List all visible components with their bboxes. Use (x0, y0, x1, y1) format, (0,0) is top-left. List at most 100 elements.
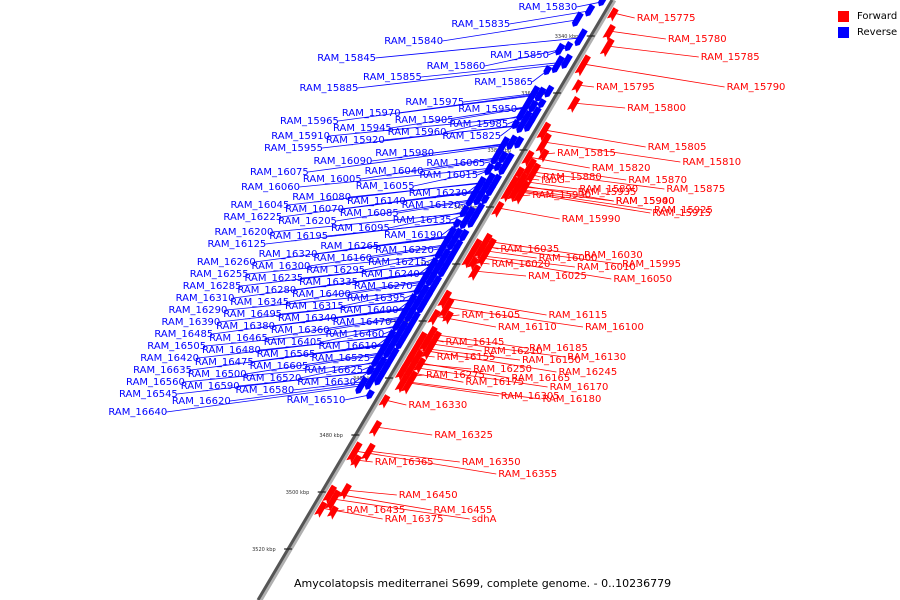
gene-label: RAM_16490 (340, 305, 399, 316)
gene-feature (387, 335, 400, 351)
gene-feature (417, 272, 430, 288)
gene-label: RAM_15820 (592, 163, 651, 174)
gene-feature (584, 3, 596, 17)
gene-label: RAM_16630 (297, 377, 356, 388)
gene-label: RAM_16375 (385, 514, 444, 525)
scale-label: 3520 kbp (252, 547, 276, 553)
gene-feature (402, 357, 420, 380)
gene-leader-line (281, 190, 477, 218)
gene-feature (378, 394, 391, 409)
gene-leader-line (176, 370, 377, 395)
gene-feature (322, 484, 338, 505)
genome-caption: Amycolatopsis mediterranei S699, complet… (294, 577, 672, 590)
gene-label: RAM_15830 (518, 2, 577, 13)
gene-feature (437, 264, 449, 278)
gene-feature (416, 300, 427, 314)
gene-leader-line (295, 271, 436, 291)
gene-leader-line (473, 261, 490, 265)
gene-feature (516, 172, 529, 187)
gene-leader-line (409, 381, 541, 400)
gene-feature (439, 236, 451, 252)
gene-leader-line (533, 171, 665, 190)
gene-label: RAM_16310 (176, 293, 235, 304)
gene-label: RAM_16495 (223, 309, 282, 320)
gene-feature (366, 389, 375, 400)
gene-leader-line (470, 255, 612, 280)
gene-feature (484, 162, 495, 176)
gene-label: RAM_16520 (243, 373, 302, 384)
gene-leader-line (371, 142, 512, 162)
gene-leader-line (445, 297, 547, 316)
gene-label: RAM_16335 (299, 277, 358, 288)
gene-feature (415, 331, 428, 346)
gene-feature (566, 96, 581, 113)
gene-feature (574, 28, 588, 47)
gene-label: RAM_16260 (197, 257, 256, 268)
gene-leader-line (354, 370, 371, 383)
gene-leader-line (399, 94, 540, 114)
gene-leader-line (350, 280, 431, 295)
gene-feature (534, 86, 547, 102)
gene-label: RAM_16640 (108, 407, 167, 418)
gene-label: RAM_16340 (278, 313, 337, 324)
gene-leader-line (368, 450, 460, 463)
gene-feature (537, 98, 547, 109)
gene-label: RAM_16500 (188, 369, 247, 380)
gene-feature (412, 349, 424, 364)
gene-leader-line (265, 220, 466, 245)
gene-feature (475, 247, 491, 268)
gene-feature (506, 134, 519, 150)
gene-label: RAM_15910 (271, 131, 330, 142)
gene-label: RAM_16355 (498, 469, 557, 480)
gene-label: RAM_16475 (195, 357, 254, 368)
gene-feature (437, 289, 453, 310)
gene-feature (375, 344, 388, 360)
gene-label: RAM_16265 (320, 241, 379, 252)
gene-leader-line (252, 343, 393, 363)
gene-label: RAM_15835 (451, 19, 510, 30)
gene-feature (602, 23, 616, 41)
gene-label: RAM_15795 (596, 82, 655, 93)
gene-leader-line (321, 325, 397, 343)
gene-label: RAM_15890 (579, 184, 638, 195)
gene-label: RAM_15965 (280, 116, 339, 127)
gene-label: RAM_16510 (287, 395, 346, 406)
gene-label: RAM_16030 (584, 250, 643, 261)
gene-label: RAM_15980 (375, 148, 434, 159)
gene-label: RAM_15875 (666, 184, 725, 195)
gene-leader-line (360, 157, 496, 180)
gene-leader-line (613, 12, 635, 19)
gene-feature (467, 264, 482, 281)
gene-feature (446, 237, 458, 251)
gene-leader-line (254, 235, 450, 263)
gene-leader-line (307, 352, 388, 367)
gene-leader-line (475, 270, 527, 277)
gene-feature (536, 121, 552, 142)
gene-label: RAM_16390 (161, 317, 220, 328)
gene-label: RAM_15785 (701, 52, 760, 63)
gene-leader-line (411, 366, 548, 388)
gene-feature (394, 373, 410, 394)
gene-leader-line (442, 19, 578, 42)
gene-leader-line (233, 271, 429, 299)
gene-leader-line (288, 280, 424, 303)
gene-leader-line (445, 115, 521, 133)
gene-leader-line (321, 507, 383, 520)
gene-feature (473, 192, 484, 206)
gene-label: RAM_16610 (318, 341, 377, 352)
gene-label: RAM_16420 (140, 353, 199, 364)
gene-label: RAM_16465 (209, 333, 268, 344)
gene-label: RAM_16140 (347, 196, 406, 207)
gene-label: RAM_16545 (119, 389, 178, 400)
gene-feature (543, 65, 553, 76)
gene-feature (427, 308, 441, 326)
gene-label: RAM_16605 (250, 361, 309, 372)
gene-label: RAM_16245 (558, 367, 617, 378)
gene-label: RAM_16360 (271, 325, 330, 336)
gene-feature (421, 340, 436, 361)
gene-label: RAM_16185 (529, 343, 588, 354)
gene-feature (404, 309, 415, 323)
gene-leader-line (397, 199, 478, 214)
gene-leader-line (522, 189, 614, 202)
gene-feature (434, 246, 445, 260)
